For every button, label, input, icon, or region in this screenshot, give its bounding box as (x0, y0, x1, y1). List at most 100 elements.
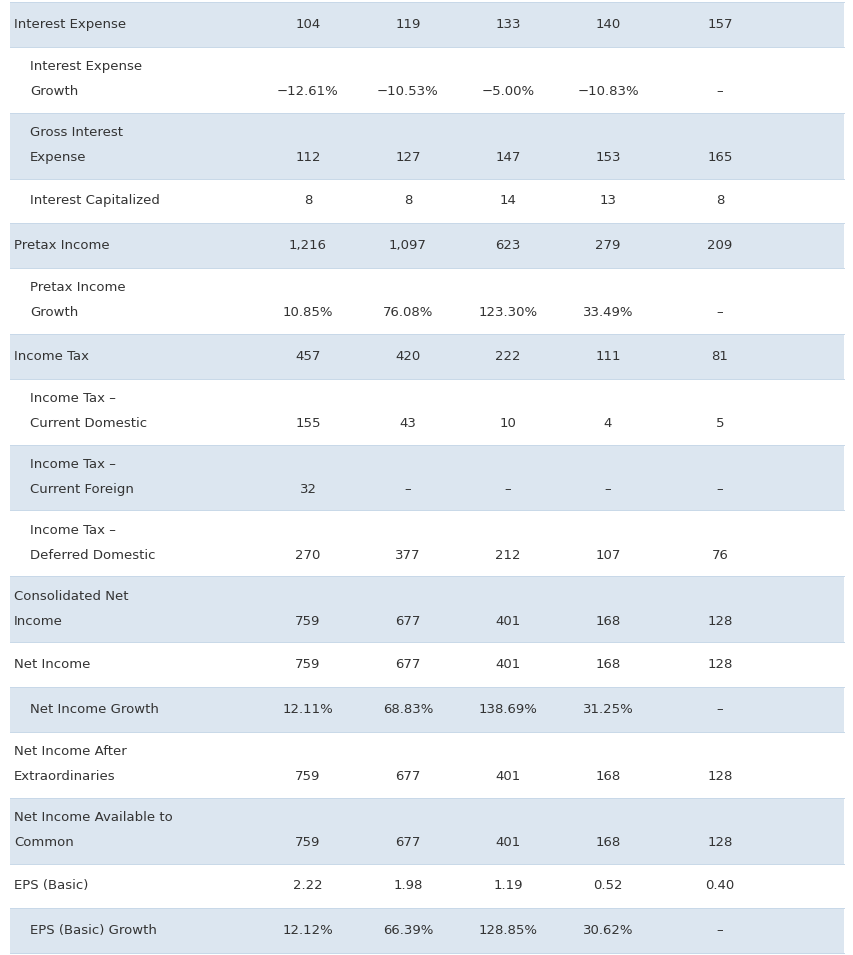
Bar (10, 643, 843, 687)
Text: 128.85%: 128.85% (478, 924, 537, 937)
Text: 401: 401 (495, 836, 520, 849)
Text: 111: 111 (595, 350, 620, 363)
Text: 623: 623 (495, 239, 520, 252)
Text: Income Tax –: Income Tax – (30, 523, 116, 537)
Text: 127: 127 (395, 151, 421, 164)
Bar (10, 577, 843, 643)
Text: 33.49%: 33.49% (582, 307, 633, 319)
Text: 420: 420 (395, 350, 421, 363)
Text: 81: 81 (711, 350, 728, 363)
Text: 76: 76 (711, 549, 728, 562)
Text: –: – (716, 85, 722, 98)
Text: 279: 279 (595, 239, 620, 252)
Text: 10: 10 (499, 417, 516, 430)
Text: 401: 401 (495, 658, 520, 671)
Text: −10.53%: −10.53% (377, 85, 438, 98)
Text: 104: 104 (295, 18, 320, 31)
Text: Extraordinaries: Extraordinaries (14, 770, 115, 783)
Text: EPS (Basic) Growth: EPS (Basic) Growth (30, 924, 157, 937)
Text: Net Income After: Net Income After (14, 745, 126, 758)
Text: −12.61%: −12.61% (277, 85, 339, 98)
Text: Net Income Available to: Net Income Available to (14, 811, 172, 824)
Text: 128: 128 (706, 658, 732, 671)
Text: 677: 677 (395, 615, 421, 627)
Text: Current Domestic: Current Domestic (30, 417, 147, 430)
Text: 8: 8 (304, 195, 312, 207)
Text: Growth: Growth (30, 85, 78, 98)
Text: –: – (716, 924, 722, 937)
Bar (10, 687, 843, 732)
Text: 68.83%: 68.83% (382, 703, 432, 716)
Text: 140: 140 (595, 18, 620, 31)
Bar (10, 908, 843, 953)
Bar (10, 378, 843, 444)
Text: 43: 43 (399, 417, 416, 430)
Bar (10, 511, 843, 577)
Text: 76.08%: 76.08% (382, 307, 432, 319)
Text: 10.85%: 10.85% (282, 307, 333, 319)
Text: Pretax Income: Pretax Income (14, 239, 109, 252)
Text: 0.40: 0.40 (705, 880, 734, 892)
Text: 13: 13 (599, 195, 616, 207)
Text: –: – (404, 483, 411, 496)
Bar (10, 47, 843, 113)
Text: Net Income Growth: Net Income Growth (30, 703, 159, 716)
Text: 222: 222 (495, 350, 520, 363)
Text: 168: 168 (595, 836, 620, 849)
Text: 212: 212 (495, 549, 520, 562)
Text: 112: 112 (295, 151, 321, 164)
Text: 8: 8 (403, 195, 412, 207)
Text: EPS (Basic): EPS (Basic) (14, 880, 88, 892)
Text: 270: 270 (295, 549, 321, 562)
Text: Income Tax –: Income Tax – (30, 392, 116, 405)
Text: 377: 377 (395, 549, 421, 562)
Text: 759: 759 (295, 770, 321, 783)
Text: 155: 155 (295, 417, 321, 430)
Text: 759: 759 (295, 615, 321, 627)
Text: 8: 8 (715, 195, 723, 207)
Bar (10, 268, 843, 334)
Text: 677: 677 (395, 836, 421, 849)
Text: 66.39%: 66.39% (382, 924, 432, 937)
Text: Current Foreign: Current Foreign (30, 483, 134, 496)
Text: 401: 401 (495, 770, 520, 783)
Text: Interest Expense: Interest Expense (14, 18, 126, 31)
Text: 14: 14 (499, 195, 516, 207)
Text: 128: 128 (706, 836, 732, 849)
Text: −10.83%: −10.83% (577, 85, 638, 98)
Text: 168: 168 (595, 615, 620, 627)
Bar (10, 223, 843, 268)
Bar (10, 863, 843, 908)
Text: 677: 677 (395, 658, 421, 671)
Bar (10, 797, 843, 863)
Text: 1,216: 1,216 (288, 239, 327, 252)
Bar (10, 444, 843, 511)
Text: –: – (604, 483, 611, 496)
Text: Deferred Domestic: Deferred Domestic (30, 549, 155, 562)
Text: 1,097: 1,097 (389, 239, 426, 252)
Text: Net Income: Net Income (14, 658, 90, 671)
Text: 123.30%: 123.30% (478, 307, 537, 319)
Text: Gross Interest: Gross Interest (30, 126, 123, 138)
Text: Income Tax: Income Tax (14, 350, 89, 363)
Text: 2.22: 2.22 (293, 880, 322, 892)
Text: 119: 119 (395, 18, 421, 31)
Text: 168: 168 (595, 770, 620, 783)
Text: Expense: Expense (30, 151, 86, 164)
Text: 128: 128 (706, 615, 732, 627)
Bar (10, 113, 843, 179)
Text: 5: 5 (715, 417, 723, 430)
Text: 677: 677 (395, 770, 421, 783)
Text: Pretax Income: Pretax Income (30, 282, 125, 294)
Text: –: – (716, 483, 722, 496)
Text: 157: 157 (706, 18, 732, 31)
Bar (10, 179, 843, 223)
Text: –: – (504, 483, 511, 496)
Text: 209: 209 (706, 239, 732, 252)
Text: Income: Income (14, 615, 63, 627)
Text: Income Tax –: Income Tax – (30, 457, 116, 471)
Text: 401: 401 (495, 615, 520, 627)
Text: 759: 759 (295, 836, 321, 849)
Text: 147: 147 (495, 151, 520, 164)
Bar (10, 334, 843, 378)
